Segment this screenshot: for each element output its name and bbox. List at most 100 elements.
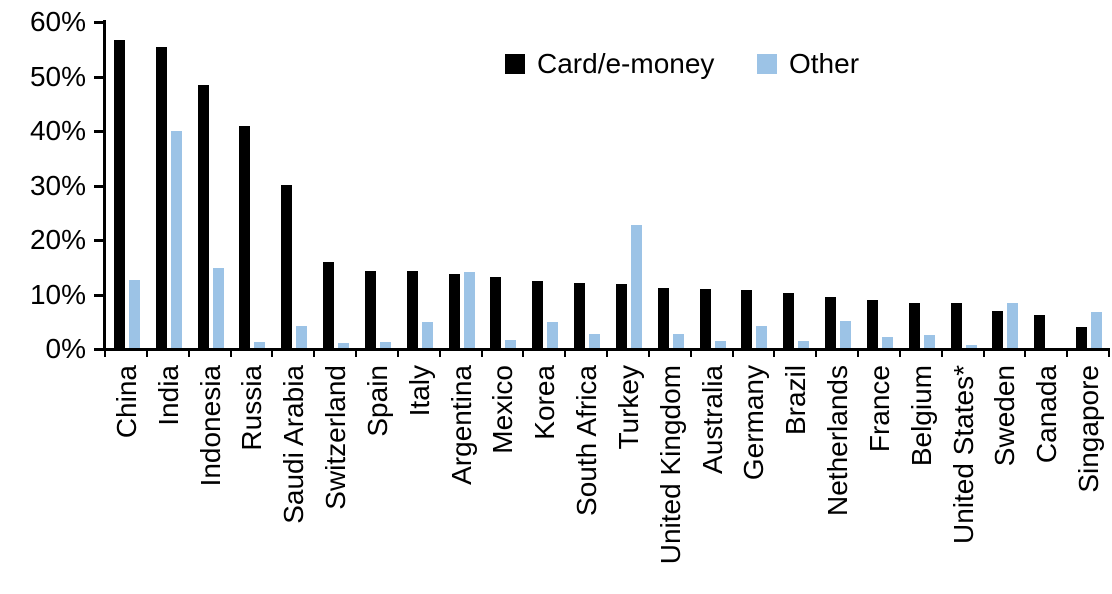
x-axis-tick	[480, 351, 483, 357]
bar-card	[909, 303, 920, 348]
x-axis-tick	[898, 351, 901, 357]
x-axis-label: Spain	[361, 365, 393, 437]
bar-other	[798, 341, 809, 348]
x-axis-label: Saudi Arabia	[278, 365, 310, 524]
bar-other	[505, 340, 516, 348]
bar-card	[407, 271, 418, 348]
x-axis-tick	[355, 351, 357, 357]
y-axis-tick	[94, 21, 103, 24]
x-axis-label: Turkey	[612, 365, 644, 450]
bar-other	[882, 337, 893, 348]
x-axis-label: United States*	[947, 365, 979, 544]
bar-card	[825, 297, 836, 348]
bar-other	[840, 321, 851, 348]
x-axis-label: Belgium	[905, 365, 937, 467]
y-axis-label: 40%	[29, 115, 86, 146]
bar-card	[365, 271, 376, 348]
bar-card	[198, 85, 209, 348]
bar-other	[673, 334, 684, 348]
x-axis-tick	[271, 351, 274, 357]
bar-card	[616, 284, 627, 348]
y-axis-label: 20%	[29, 224, 86, 255]
y-axis-tick	[94, 348, 103, 351]
y-axis-tick	[94, 130, 103, 133]
bar-other	[213, 268, 224, 348]
x-axis-tick	[522, 351, 525, 357]
x-axis-tick	[1108, 351, 1110, 357]
legend-label-card: Card/e-money	[537, 48, 715, 79]
x-axis-label: Germany	[738, 365, 770, 481]
x-axis-tick	[731, 351, 734, 357]
bar-other	[924, 335, 935, 348]
bar-card	[1034, 315, 1045, 348]
bar-card	[156, 47, 167, 348]
x-axis-tick	[606, 351, 608, 357]
bar-other	[464, 272, 475, 348]
x-axis-tick	[857, 351, 859, 357]
x-axis-label: Switzerland	[320, 365, 352, 510]
y-axis-label: 60%	[29, 6, 86, 37]
y-axis-tick	[94, 75, 103, 79]
x-axis-label: Australia	[696, 365, 728, 474]
bar-other	[422, 322, 433, 348]
bar-other	[380, 342, 391, 348]
y-axis-line	[103, 20, 106, 351]
bar-other	[589, 334, 600, 348]
x-axis-tick	[313, 351, 316, 357]
x-axis-label: Mexico	[487, 365, 519, 454]
y-axis-label: 50%	[29, 60, 86, 92]
x-axis-label: United Kingdom	[654, 365, 686, 565]
bar-other	[715, 341, 726, 348]
x-axis-label: Brazil	[780, 365, 812, 436]
bar-other	[254, 342, 265, 348]
bar-other	[338, 343, 349, 348]
bar-card	[281, 185, 292, 348]
bar-card	[700, 289, 711, 348]
bar-other	[129, 280, 140, 348]
x-axis-label: France	[863, 365, 895, 453]
bar-card	[323, 262, 334, 348]
bar-card	[658, 288, 669, 348]
x-axis-tick	[1024, 351, 1027, 357]
x-axis-label: Sweden	[989, 365, 1021, 467]
bar-other	[296, 326, 307, 348]
y-axis-tick	[94, 184, 103, 188]
bar-card	[574, 283, 585, 348]
x-axis-tick	[187, 351, 190, 357]
bar-card	[449, 274, 460, 348]
bar-card	[114, 40, 125, 348]
bar-other	[1007, 303, 1018, 348]
bar-other	[756, 326, 767, 348]
bar-other	[966, 345, 977, 348]
bar-card	[992, 311, 1003, 348]
y-axis-label: 10%	[29, 278, 86, 310]
legend-label-other: Other	[789, 48, 860, 79]
x-axis-tick	[689, 351, 692, 357]
bar-other	[631, 225, 642, 348]
x-axis-tick	[438, 351, 441, 357]
x-axis-tick	[564, 351, 567, 357]
x-axis-tick	[104, 351, 106, 357]
x-axis-label: Canada	[1031, 365, 1063, 464]
bar-other	[1091, 312, 1102, 348]
x-axis-label: Singapore	[1073, 365, 1105, 493]
y-axis-tick	[94, 293, 103, 297]
x-axis-line	[103, 348, 1110, 351]
y-axis-tick	[94, 239, 103, 242]
legend-swatch-card-icon	[505, 54, 525, 74]
x-axis-tick	[773, 351, 776, 357]
x-axis-label: Italy	[403, 365, 435, 417]
x-axis-tick	[647, 351, 650, 357]
bar-card	[490, 277, 501, 348]
legend-swatch-other-icon	[757, 54, 777, 74]
bar-card	[1076, 327, 1087, 348]
x-axis-label: South Africa	[571, 365, 603, 516]
x-axis-label: Indonesia	[194, 365, 226, 487]
x-axis-tick	[229, 351, 232, 357]
x-axis-label: India	[152, 365, 184, 426]
x-axis-tick	[396, 351, 399, 357]
x-axis-tick	[145, 351, 148, 357]
bar-card	[783, 293, 794, 348]
bar-other	[547, 322, 558, 348]
